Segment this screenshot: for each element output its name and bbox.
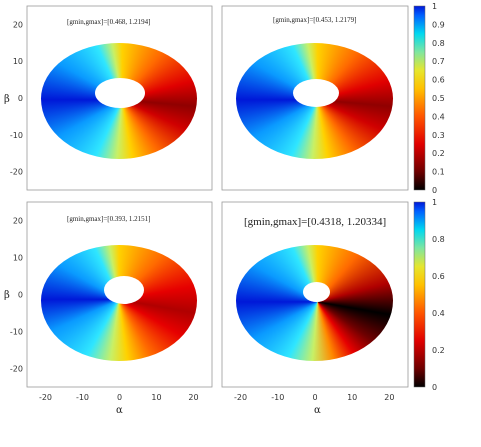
x-tick-label: -20 (39, 393, 52, 402)
panel-4-annotation: [gmin,gmax]=[0.4318, 1.20334] (244, 216, 386, 228)
colorbar-lower (413, 201, 426, 388)
disk-panel-4 (236, 245, 393, 361)
colorbar-tick-label-lower: 0.2 (432, 346, 445, 355)
colorbar-tick-label-upper: 0.7 (432, 57, 445, 66)
x-tick-label: 0 (312, 393, 317, 402)
y-axis-label-bottom: β (4, 290, 10, 301)
colorbar-tick-label-lower: 0.4 (432, 309, 445, 318)
panel-2-annotation: [gmin,gmax]=[0.453, 1.2179] (273, 16, 356, 24)
colorbar-tick-label-upper: 0.5 (432, 94, 445, 103)
y-tick-label: -10 (10, 131, 23, 140)
panel-1-frame (26, 5, 213, 191)
y-tick-label: 0 (18, 291, 23, 300)
colorbar-tick-label-upper: 0.3 (432, 131, 445, 140)
x-tick-label: 0 (117, 393, 122, 402)
y-tick-label: 0 (18, 94, 23, 103)
y-axis-label-top: β (4, 94, 10, 105)
y-tick-label: -10 (10, 328, 23, 337)
x-tick-label: 20 (188, 393, 198, 402)
y-tick-label: 10 (13, 254, 23, 263)
colorbar-tick-label-upper: 0.6 (432, 76, 445, 85)
y-tick-label: 10 (13, 57, 23, 66)
shadow-panel-2 (293, 79, 339, 107)
panel-4-frame (221, 201, 409, 388)
panel-1-annotation: [gmin,gmax]=[0.468, 1.2194] (67, 18, 150, 26)
x-tick-label: -20 (234, 393, 247, 402)
x-tick-label: 10 (151, 393, 161, 402)
colorbar-upper (413, 5, 426, 191)
x-axis-label-left: α (116, 405, 123, 416)
y-tick-label: 20 (13, 20, 23, 29)
x-tick-label: 20 (384, 393, 394, 402)
colorbar-tick-label-lower: 0 (432, 383, 437, 392)
panel-2-frame (221, 5, 409, 191)
x-tick-label: 10 (347, 393, 357, 402)
shadow-panel-3 (104, 276, 144, 304)
y-tick-label: 20 (13, 217, 23, 226)
colorbar-tick-label-upper: 0.4 (432, 112, 445, 121)
colorbar-tick-label-upper: 1 (432, 2, 437, 11)
colorbar-tick-label-lower: 0.8 (432, 235, 445, 244)
colorbar-tick-label-lower: 0.6 (432, 272, 445, 281)
colorbar-tick-label-upper: 0.2 (432, 149, 445, 158)
x-tick-label: -10 (76, 393, 89, 402)
panel-3-annotation: [gmin,gmax]=[0.393, 1.2151] (67, 215, 150, 223)
shadow-panel-4 (303, 282, 330, 302)
colorbar-tick-label-upper: 0.9 (432, 20, 445, 29)
colorbar-tick-label-upper: 0 (432, 186, 437, 195)
y-tick-label: -20 (10, 365, 23, 374)
shadow-panel-1 (95, 78, 145, 108)
x-axis-label-right: α (314, 405, 321, 416)
colorbar-tick-label-lower: 1 (432, 198, 437, 207)
y-tick-label: -20 (10, 168, 23, 177)
x-tick-label: -10 (271, 393, 284, 402)
colorbar-tick-label-upper: 0.8 (432, 39, 445, 48)
panel-3-frame (26, 201, 213, 388)
colorbar-tick-label-upper: 0.1 (432, 168, 445, 177)
